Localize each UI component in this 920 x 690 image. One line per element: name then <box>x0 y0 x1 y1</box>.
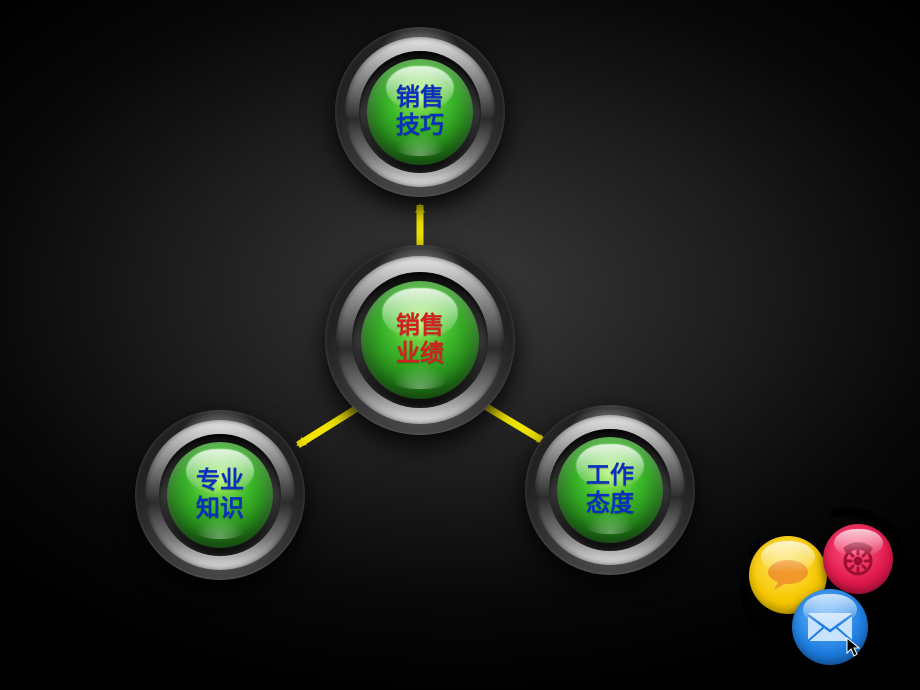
speech-icon <box>766 558 810 592</box>
node-left: 专业 知识 <box>135 410 305 580</box>
node-top-label: 销售 技巧 <box>369 84 471 139</box>
phone-bubble-icon <box>823 524 893 594</box>
node-top: 销售 技巧 <box>335 27 505 197</box>
node-right-label: 工作 态度 <box>559 462 661 517</box>
mail-bubble-icon <box>792 589 868 665</box>
cursor-icon <box>846 637 860 657</box>
comm-icon-cluster <box>740 505 915 680</box>
node-right: 工作 态度 <box>525 405 695 575</box>
node-center-label: 销售 业绩 <box>363 312 477 367</box>
node-center: 销售 业绩 <box>325 245 515 435</box>
node-left-label: 专业 知识 <box>169 467 271 522</box>
diagram-stage: 销售 业绩 销售 技巧 专业 知识 工作 态度 <box>0 0 920 690</box>
phone-icon <box>837 538 879 580</box>
